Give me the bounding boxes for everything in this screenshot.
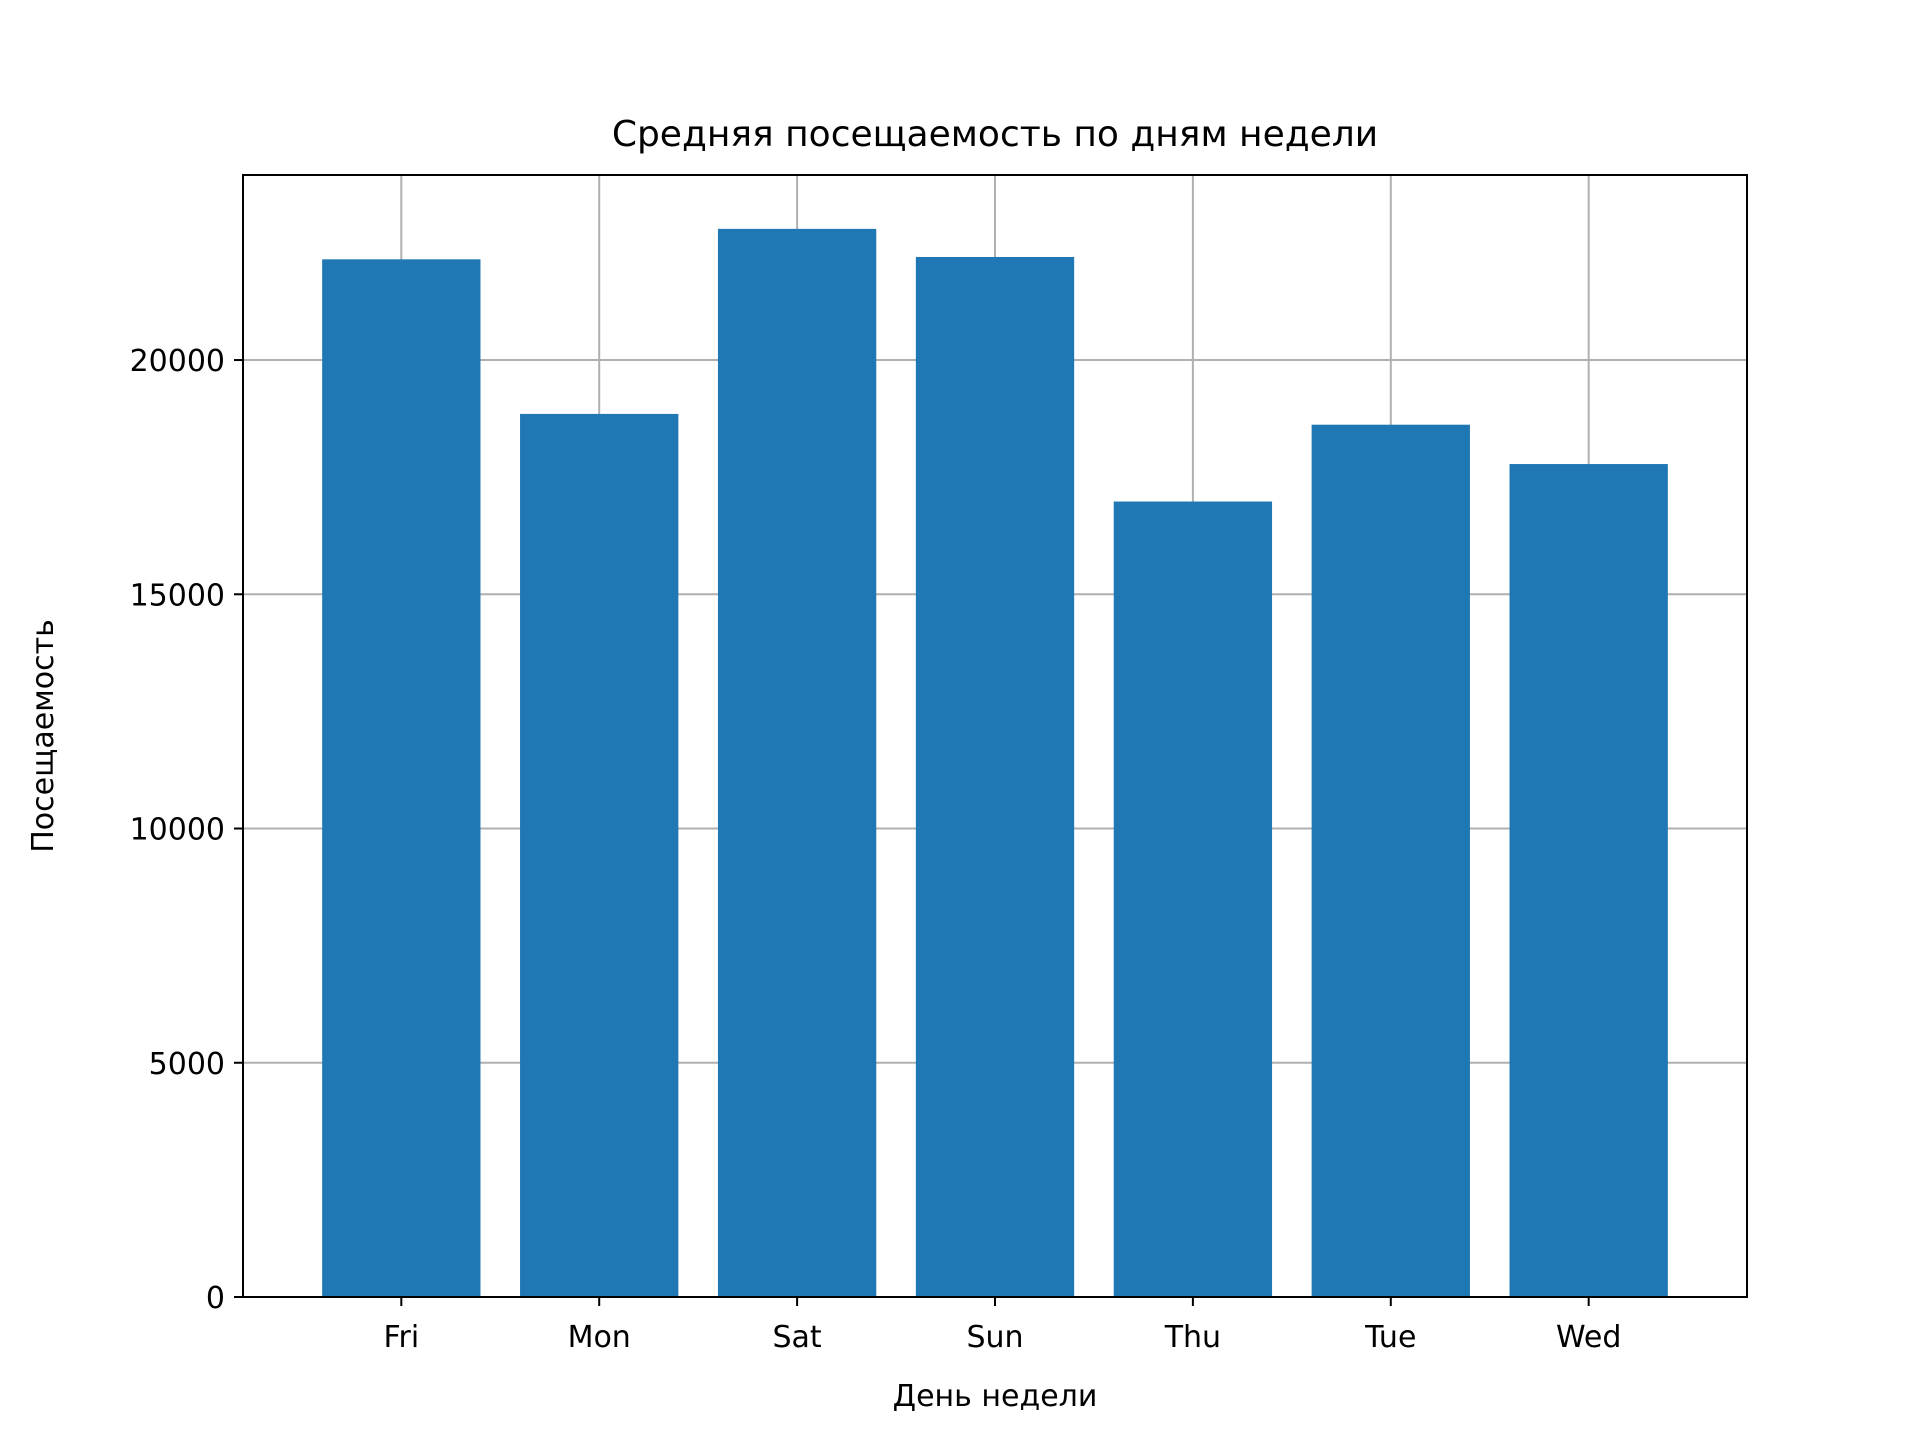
chart-title: Средняя посещаемость по дням недели: [612, 114, 1378, 155]
y-tick-label: 0: [206, 1281, 225, 1316]
x-tick-label: Thu: [1164, 1320, 1221, 1355]
bar-sat: [717, 228, 877, 1297]
y-tick-label: 10000: [130, 813, 225, 848]
x-tick-label: Sat: [773, 1320, 822, 1355]
x-tick-label: Wed: [1556, 1320, 1621, 1355]
y-tick-label: 20000: [130, 344, 225, 379]
x-tick-label: Fri: [383, 1320, 419, 1355]
x-tick-label: Mon: [568, 1320, 631, 1355]
bar-tue: [1311, 424, 1470, 1297]
x-ticks: Fri Mon Sat Sun Thu Tue Wed: [383, 1297, 1621, 1355]
x-tick-label: Sun: [966, 1320, 1023, 1355]
bar-wed: [1509, 464, 1668, 1297]
y-axis-label: Посещаемость: [26, 619, 61, 853]
bar-mon: [520, 413, 679, 1298]
bars: [322, 228, 1668, 1298]
y-tick-label: 15000: [130, 578, 225, 613]
x-axis-label: День недели: [893, 1379, 1098, 1414]
bar-sun: [915, 256, 1075, 1298]
bar-fri: [322, 259, 481, 1297]
x-tick-label: Tue: [1364, 1320, 1416, 1355]
y-ticks: 0 5000 10000 15000 20000: [130, 344, 243, 1316]
bar-thu: [1113, 501, 1273, 1297]
y-tick-label: 5000: [149, 1047, 225, 1082]
